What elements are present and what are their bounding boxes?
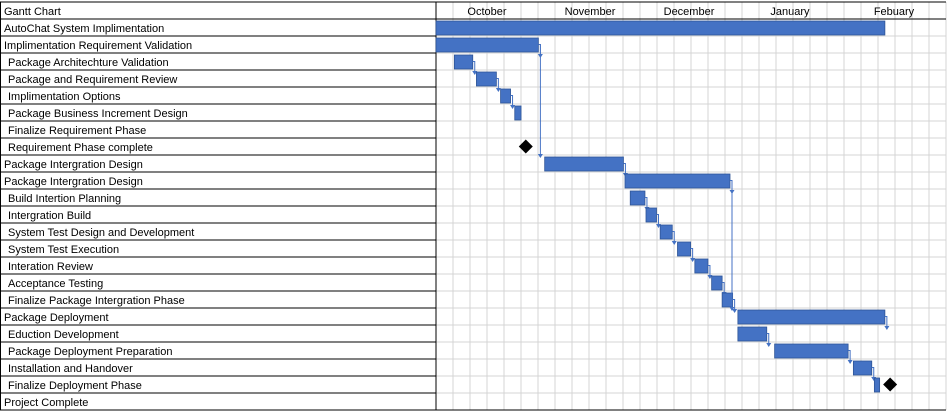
chart-title: Gantt Chart bbox=[4, 6, 61, 18]
month-label: November bbox=[565, 6, 616, 18]
task-bar bbox=[544, 156, 624, 172]
task-label: Package Architechture Validation bbox=[8, 57, 169, 69]
dependency-arrow bbox=[766, 333, 770, 346]
task-label: Finalize Deployment Phase bbox=[8, 380, 142, 392]
arrow-head bbox=[656, 224, 661, 228]
arrow-head bbox=[707, 275, 713, 279]
task-label: Acceptance Testing bbox=[8, 278, 103, 290]
dependency-arrow bbox=[656, 214, 659, 227]
task-label: Eduction Development bbox=[8, 329, 119, 341]
task-bar bbox=[514, 105, 522, 121]
arrow-head bbox=[847, 360, 853, 364]
month-label: October bbox=[467, 6, 506, 18]
task-bar bbox=[711, 275, 723, 291]
dependency-arrow bbox=[884, 316, 888, 329]
arrow-head bbox=[472, 71, 478, 75]
month-label: December bbox=[664, 6, 715, 18]
task-label: Package Deployment bbox=[4, 312, 109, 324]
task-bar bbox=[453, 54, 474, 70]
arrow-head bbox=[537, 154, 543, 158]
task-label: Build Intertion Planning bbox=[8, 193, 121, 205]
task-label: Project Complete bbox=[4, 397, 88, 409]
task-bar bbox=[737, 326, 768, 342]
task-bar bbox=[500, 88, 511, 104]
dependency-arrow bbox=[690, 248, 694, 261]
task-label: Requirement Phase complete bbox=[8, 142, 153, 154]
dependency-arrow bbox=[732, 299, 736, 312]
arrow-head bbox=[766, 343, 772, 347]
task-label: Implimentation Options bbox=[8, 91, 121, 103]
task-bar bbox=[645, 207, 657, 223]
task-label: Package and Requirement Review bbox=[8, 74, 177, 86]
task-bar bbox=[721, 292, 734, 308]
task-label: Package Intergration Design bbox=[4, 176, 143, 188]
arrow-head bbox=[732, 309, 738, 313]
dependency-arrow bbox=[707, 265, 711, 278]
task-label: Package Business Increment Design bbox=[8, 108, 188, 120]
arrow-head bbox=[690, 258, 696, 262]
dependency-arrow bbox=[848, 350, 851, 363]
arrow-head bbox=[495, 88, 501, 92]
task-bar bbox=[659, 224, 673, 240]
task-label: Finalize Package Intergration Phase bbox=[8, 295, 185, 307]
dependency-arrow bbox=[730, 180, 733, 310]
task-label: Intergration Build bbox=[8, 210, 91, 222]
dependency-arrow bbox=[672, 231, 675, 244]
dependency-arrow bbox=[510, 95, 514, 108]
dependency-arrow bbox=[538, 44, 541, 157]
task-bar bbox=[629, 190, 646, 206]
task-label: Finalize Requirement Phase bbox=[8, 125, 146, 137]
arrow-head bbox=[884, 326, 890, 330]
task-bar bbox=[435, 37, 539, 53]
dependency-arrow bbox=[623, 163, 626, 176]
task-bar bbox=[852, 360, 873, 376]
task-label: System Test Execution bbox=[8, 244, 119, 256]
task-bar bbox=[694, 258, 709, 274]
task-label: AutoChat System Implimentation bbox=[4, 23, 164, 35]
dependency-arrow bbox=[871, 367, 875, 380]
task-label: Installation and Handover bbox=[8, 363, 133, 375]
task-label: Package Intergration Design bbox=[4, 159, 143, 171]
dependency-arrow bbox=[644, 197, 648, 210]
arrow-head bbox=[729, 307, 735, 311]
task-bar bbox=[476, 71, 497, 87]
task-bar bbox=[435, 20, 886, 36]
task-bar bbox=[774, 343, 849, 359]
dependency-arrow bbox=[722, 282, 725, 295]
task-label: Interation Review bbox=[8, 261, 93, 273]
task-label: Package Deployment Preparation bbox=[8, 346, 172, 358]
task-bar bbox=[624, 173, 731, 189]
dependency-arrow bbox=[496, 78, 499, 91]
task-label: System Test Design and Development bbox=[8, 227, 194, 239]
task-bar bbox=[677, 241, 692, 257]
arrow-head bbox=[510, 105, 516, 109]
month-label: Febuary bbox=[874, 6, 915, 18]
task-bar bbox=[873, 377, 881, 393]
task-label: Implimentation Requirement Validation bbox=[4, 40, 192, 52]
milestone-diamond bbox=[883, 377, 898, 392]
arrow-head bbox=[671, 241, 677, 245]
milestone-diamond bbox=[518, 139, 533, 154]
task-bar bbox=[737, 309, 886, 325]
month-label: January bbox=[770, 6, 810, 18]
dependency-arrow bbox=[472, 61, 476, 74]
